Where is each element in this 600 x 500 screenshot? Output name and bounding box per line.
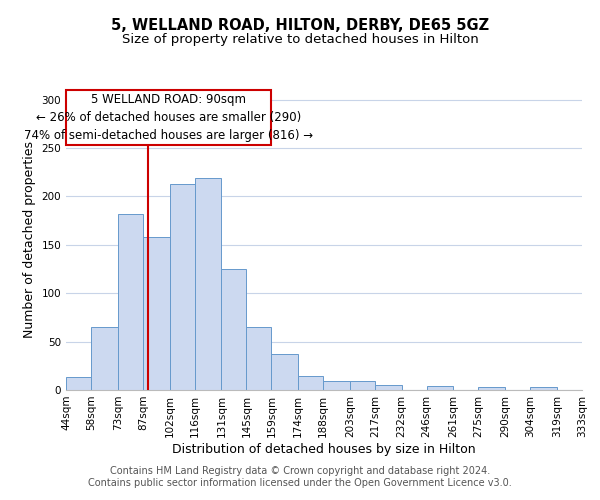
Bar — [170, 184, 194, 390]
Bar — [118, 214, 143, 390]
Bar — [323, 382, 350, 390]
Bar — [427, 386, 454, 390]
Y-axis label: Number of detached properties: Number of detached properties — [23, 142, 36, 338]
Bar — [247, 327, 271, 390]
Text: Contains public sector information licensed under the Open Government Licence v3: Contains public sector information licen… — [88, 478, 512, 488]
Text: 5 WELLAND ROAD: 90sqm
← 26% of detached houses are smaller (290)
74% of semi-det: 5 WELLAND ROAD: 90sqm ← 26% of detached … — [24, 93, 313, 142]
Bar — [221, 269, 247, 390]
Bar — [478, 387, 505, 390]
Bar — [194, 178, 221, 390]
FancyBboxPatch shape — [66, 90, 271, 145]
Bar — [143, 237, 170, 390]
Bar — [375, 385, 401, 390]
Bar — [350, 382, 375, 390]
Bar — [66, 378, 91, 390]
Bar — [530, 387, 557, 390]
Bar — [271, 354, 298, 390]
X-axis label: Distribution of detached houses by size in Hilton: Distribution of detached houses by size … — [172, 442, 476, 456]
Text: Contains HM Land Registry data © Crown copyright and database right 2024.: Contains HM Land Registry data © Crown c… — [110, 466, 490, 476]
Bar — [91, 327, 118, 390]
Bar — [298, 376, 323, 390]
Text: Size of property relative to detached houses in Hilton: Size of property relative to detached ho… — [122, 32, 478, 46]
Text: 5, WELLAND ROAD, HILTON, DERBY, DE65 5GZ: 5, WELLAND ROAD, HILTON, DERBY, DE65 5GZ — [111, 18, 489, 32]
